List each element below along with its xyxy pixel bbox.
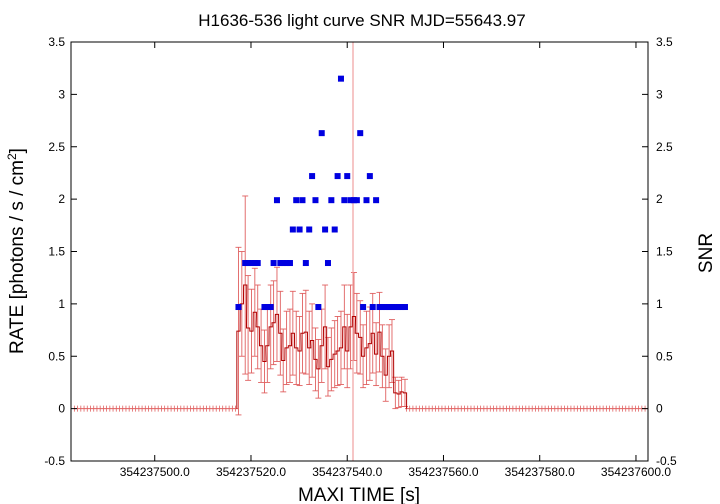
snr-point xyxy=(315,304,322,311)
snr-point xyxy=(306,226,313,233)
snr-point xyxy=(254,260,261,267)
y-axis-title-main: RATE [photons / s / cm xyxy=(7,160,28,354)
snr-point xyxy=(322,226,329,233)
snr-point xyxy=(267,304,274,311)
x-axis-title: MAXI TIME [s] xyxy=(298,485,420,504)
x-tick-label: 354237560.0 xyxy=(408,465,478,479)
snr-point xyxy=(382,304,389,311)
snr-point xyxy=(344,173,351,180)
snr-point xyxy=(324,260,331,267)
snr-point xyxy=(245,260,252,267)
snr-point xyxy=(286,260,293,267)
snr-point xyxy=(401,304,408,311)
chart-title: H1636-536 light curve SNR MJD=55643.97 xyxy=(198,11,525,30)
y2-tick-label: 3 xyxy=(656,87,663,101)
y-tick-label: 2.5 xyxy=(48,140,65,154)
y-axis-title-superscript: 2 xyxy=(5,153,19,160)
snr-point xyxy=(398,304,405,311)
y2-tick-label: 0 xyxy=(656,402,663,416)
y2-tick-label: 2.5 xyxy=(656,140,673,154)
snr-point xyxy=(334,173,341,180)
snr-point xyxy=(363,197,370,204)
y-axis-title: RATE [photons / s / cm2] xyxy=(5,148,28,354)
snr-point xyxy=(270,260,277,267)
snr-point xyxy=(369,304,376,311)
snr-point xyxy=(392,304,399,311)
x-tick-label: 354237600.0 xyxy=(601,465,671,479)
y-tick-label: 1.5 xyxy=(48,245,65,259)
snr-point xyxy=(296,226,303,233)
y-tick-label: 1 xyxy=(58,297,65,311)
snr-point xyxy=(312,197,319,204)
y-tick-label: 0 xyxy=(58,402,65,416)
snr-point xyxy=(353,197,360,204)
snr-point xyxy=(283,260,290,267)
y-axis-title-close: ] xyxy=(7,148,28,153)
snr-point xyxy=(302,260,309,267)
y-tick-label: 0.5 xyxy=(48,349,65,363)
x-tick-label: 354237500.0 xyxy=(120,465,190,479)
snr-point xyxy=(328,197,335,204)
axes: -0.5 -0.5 0 0 0.5 0.5 1 1 1.5 1.5 2 2 2.5 2.5 3 3 3.5 3.5… xyxy=(44,35,677,479)
snr-point xyxy=(341,197,348,204)
y-tick-label: 3 xyxy=(58,87,65,101)
snr-series xyxy=(235,75,408,311)
snr-point xyxy=(235,304,242,311)
y2-tick-label: 1.5 xyxy=(656,245,673,259)
snr-point xyxy=(360,304,367,311)
snr-point xyxy=(264,304,271,311)
rate-series xyxy=(73,284,648,412)
snr-point xyxy=(331,226,338,233)
snr-point xyxy=(289,226,296,233)
y2-tick-label: -0.5 xyxy=(656,454,677,468)
snr-point xyxy=(337,75,344,82)
snr-point xyxy=(248,260,255,267)
y2-tick-label: 0.5 xyxy=(656,349,673,363)
x-tick-label: 354237580.0 xyxy=(505,465,575,479)
y-tick-label: -0.5 xyxy=(44,454,65,468)
y-tick-label: 3.5 xyxy=(48,35,65,49)
snr-point xyxy=(280,260,287,267)
snr-point xyxy=(388,304,395,311)
snr-point xyxy=(309,173,316,180)
snr-point xyxy=(373,197,380,204)
x-tick-label: 354237540.0 xyxy=(312,465,382,479)
plot-frame xyxy=(70,41,649,462)
snr-point xyxy=(293,197,300,204)
x-tick-label: 354237520.0 xyxy=(216,465,286,479)
y2-tick-label: 2 xyxy=(656,192,663,206)
snr-point xyxy=(379,304,386,311)
snr-point xyxy=(318,130,325,137)
y-tick-label: 2 xyxy=(58,192,65,206)
y2-axis-title: SNR xyxy=(696,233,717,273)
y2-tick-label: 1 xyxy=(656,297,663,311)
rate-line xyxy=(236,284,408,409)
snr-point xyxy=(347,197,354,204)
snr-point xyxy=(357,130,364,137)
snr-point xyxy=(299,197,306,204)
snr-point xyxy=(366,173,373,180)
y2-tick-label: 3.5 xyxy=(656,35,673,49)
snr-point xyxy=(273,197,280,204)
